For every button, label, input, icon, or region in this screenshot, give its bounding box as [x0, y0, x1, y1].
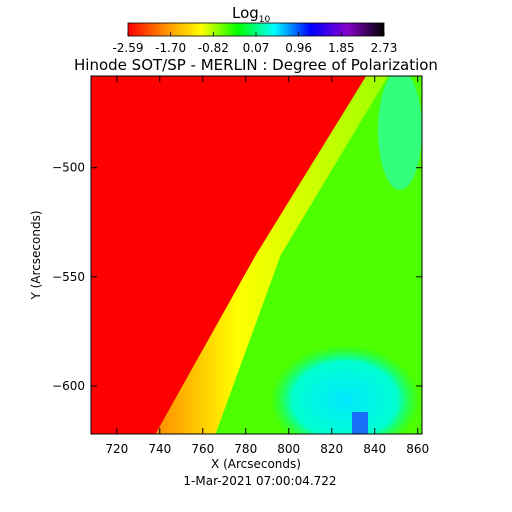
- colorbar-tick-label: -2.59: [112, 41, 143, 55]
- x-tick-label: 840: [363, 442, 386, 456]
- y-tick-label: −500: [52, 161, 85, 175]
- x-tick-label: 860: [406, 442, 429, 456]
- colorbar-tick-label: 0.07: [243, 41, 270, 55]
- x-axis-label: X (Arcseconds): [211, 457, 301, 471]
- plot-frame: [90, 75, 423, 435]
- colorbar-tick-label: 1.85: [328, 41, 355, 55]
- colorbar-tick-label: -0.82: [198, 41, 229, 55]
- off-disk-region: [91, 76, 367, 434]
- blue-speckle: [352, 412, 368, 434]
- observation-date: 1-Mar-2021 07:00:04.722: [183, 474, 336, 488]
- cyan-upper-right: [378, 76, 422, 190]
- x-axis-ticks: 720 740 760 780 800 820 840 860: [105, 76, 429, 456]
- plot-area: 720 740 760 780 800 820 840 860 −500 −550 −600: [52, 75, 429, 456]
- x-tick-label: 780: [234, 442, 257, 456]
- x-tick-label: 800: [277, 442, 300, 456]
- limb-band: [155, 76, 389, 434]
- colorbar-ticks: -2.59 -1.70 -0.82 0.07 0.96 1.85 2.73: [112, 32, 397, 55]
- y-tick-label: −550: [52, 270, 85, 284]
- y-axis-ticks: −500 −550 −600: [52, 161, 422, 393]
- colorbar-tick-label: 0.96: [285, 41, 312, 55]
- colorbar-tick-label: -1.70: [155, 41, 186, 55]
- colorbar-label: Log10: [232, 4, 271, 25]
- cyan-patch: [270, 345, 420, 434]
- colorbar-tick-label: 2.73: [371, 41, 398, 55]
- chart-title: Hinode SOT/SP - MERLIN : Degree of Polar…: [74, 56, 438, 74]
- x-tick-label: 720: [105, 442, 128, 456]
- x-tick-label: 820: [320, 442, 343, 456]
- y-tick-label: −600: [52, 379, 85, 393]
- x-tick-label: 740: [148, 442, 171, 456]
- x-tick-label: 760: [191, 442, 214, 456]
- y-axis-label: Y (Arcseconds): [29, 210, 43, 300]
